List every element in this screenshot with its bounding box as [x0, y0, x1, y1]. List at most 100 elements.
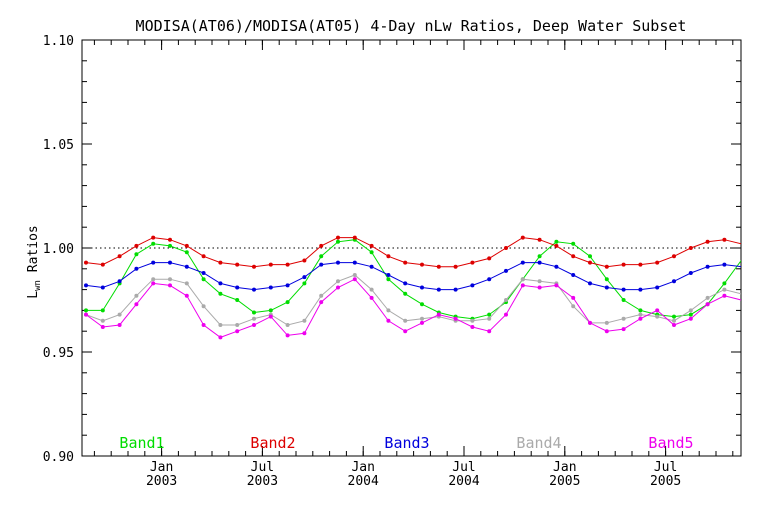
y-tick-label: 1.00 — [43, 242, 74, 257]
data-point-band5 — [252, 323, 256, 327]
data-point-band4 — [655, 314, 660, 319]
x-tick-month: Jul — [251, 460, 274, 475]
data-point-band5 — [436, 312, 441, 317]
data-point-band2 — [84, 260, 88, 265]
data-point-band5 — [688, 316, 693, 321]
data-point-band5 — [84, 312, 88, 317]
data-point-band3 — [100, 285, 105, 290]
data-point-band1 — [252, 310, 256, 315]
data-point-band4 — [352, 273, 357, 277]
data-point-band3 — [134, 266, 139, 271]
data-point-band3 — [436, 287, 441, 292]
data-point-band4 — [537, 279, 542, 284]
data-point-band3 — [487, 277, 492, 282]
data-point-band1 — [235, 298, 240, 302]
data-point-band2 — [436, 264, 441, 269]
data-point-band4 — [722, 287, 727, 292]
x-tick-month: Jan — [351, 460, 374, 475]
data-point-band5 — [117, 323, 122, 327]
data-point-band4 — [571, 304, 576, 309]
data-point-band4 — [168, 277, 172, 282]
data-point-band1 — [218, 291, 223, 296]
data-point-band2 — [705, 239, 710, 244]
series-line-band2 — [85, 237, 741, 268]
data-point-band5 — [369, 295, 374, 300]
x-tick-year: 2004 — [348, 474, 379, 489]
data-point-band1 — [588, 254, 592, 259]
data-point-band3 — [184, 264, 189, 269]
data-point-band4 — [520, 277, 525, 282]
y-tick-label: 0.95 — [43, 346, 74, 361]
legend-entry-band1: Band1 — [119, 434, 164, 452]
data-point-band3 — [554, 264, 559, 269]
data-point-band2 — [201, 254, 206, 259]
data-point-band1 — [554, 239, 559, 244]
data-point-band2 — [537, 237, 542, 242]
data-point-band1 — [403, 291, 408, 296]
data-point-band1 — [688, 312, 693, 317]
data-point-band5 — [168, 283, 172, 288]
chart-title: MODISA(AT06)/MODISA(AT05) 4-Day nLw Rati… — [136, 17, 687, 35]
data-point-band2 — [420, 262, 424, 267]
data-point-band3 — [352, 260, 357, 265]
y-axis-label-rest: Ratios — [26, 225, 41, 280]
data-point-band1 — [184, 250, 189, 255]
data-point-band1 — [319, 254, 324, 259]
data-point-band2 — [453, 264, 458, 269]
data-point-band2 — [285, 262, 290, 267]
data-point-band3 — [151, 260, 156, 265]
data-point-band1 — [487, 312, 492, 317]
data-point-band4 — [621, 316, 626, 321]
series-line-band3 — [85, 262, 741, 291]
data-point-band1 — [537, 254, 542, 259]
data-point-band5 — [420, 320, 424, 325]
data-point-band3 — [386, 273, 391, 277]
data-point-band2 — [352, 235, 357, 240]
data-point-band4 — [470, 318, 475, 323]
data-point-band1 — [638, 308, 643, 313]
data-point-band2 — [554, 243, 559, 248]
data-point-band1 — [285, 300, 290, 305]
data-point-band3 — [621, 287, 626, 292]
data-point-band3 — [84, 283, 88, 288]
data-point-band2 — [184, 243, 189, 248]
data-point-band2 — [117, 254, 122, 259]
data-point-band3 — [504, 268, 508, 273]
data-point-band2 — [319, 243, 324, 248]
data-point-band2 — [672, 254, 676, 259]
x-tick-month: Jan — [553, 460, 576, 475]
x-tick-month: Jul — [654, 460, 677, 475]
data-point-band1 — [201, 277, 206, 282]
data-point-band5 — [403, 329, 408, 334]
x-tick-year: 2003 — [247, 474, 278, 489]
data-point-band1 — [151, 241, 156, 246]
data-point-band2 — [134, 243, 139, 248]
data-point-band1 — [604, 277, 609, 282]
data-point-band5 — [655, 308, 660, 313]
data-point-band4 — [403, 318, 408, 323]
data-point-band1 — [336, 239, 340, 244]
data-point-band1 — [420, 302, 424, 307]
data-point-band3 — [722, 262, 727, 267]
data-point-band2 — [386, 254, 391, 259]
plot-area: 0.900.951.001.051.10Jan2003Jul2003Jan200… — [43, 34, 742, 489]
data-point-band2 — [403, 260, 408, 265]
data-point-band3 — [117, 279, 122, 284]
legend-entry-band4: Band4 — [516, 434, 561, 452]
legend-entry-band3: Band3 — [384, 434, 429, 452]
data-point-band2 — [621, 262, 626, 267]
data-point-band3 — [705, 264, 710, 269]
data-point-band5 — [571, 295, 576, 300]
data-point-band3 — [520, 260, 525, 265]
data-point-band2 — [470, 260, 475, 265]
x-tick-year: 2005 — [650, 474, 681, 489]
data-point-band5 — [302, 331, 307, 336]
data-point-band2 — [235, 262, 240, 267]
data-point-band1 — [168, 243, 172, 248]
data-point-band3 — [571, 273, 576, 277]
data-point-band2 — [520, 235, 525, 240]
data-point-band5 — [319, 300, 324, 305]
data-point-band5 — [184, 293, 189, 298]
data-point-band3 — [369, 264, 374, 269]
data-point-band5 — [672, 323, 676, 327]
